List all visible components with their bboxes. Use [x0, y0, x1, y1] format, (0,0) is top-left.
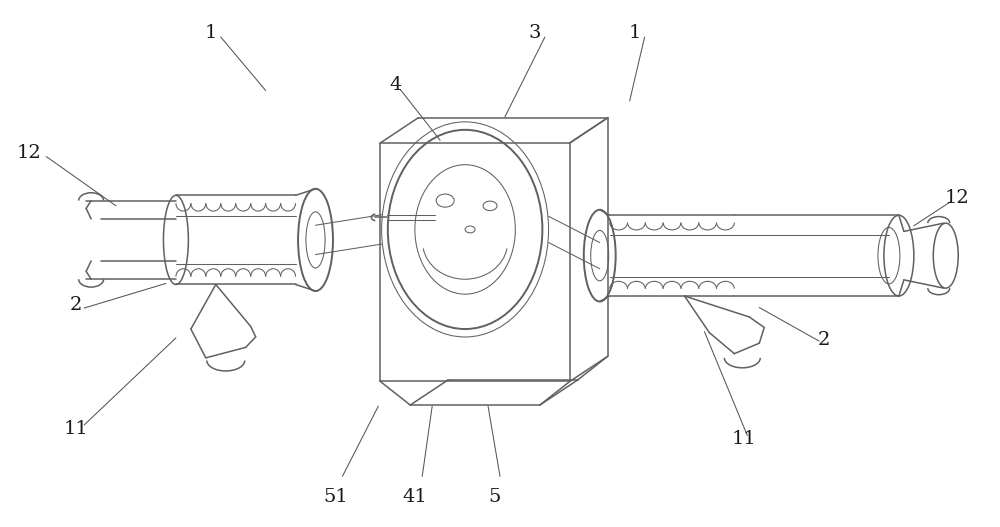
- Text: 41: 41: [403, 488, 428, 506]
- Text: 12: 12: [944, 189, 969, 207]
- Text: 1: 1: [628, 24, 641, 42]
- Text: 3: 3: [529, 24, 541, 42]
- Text: 12: 12: [17, 144, 42, 162]
- Text: 51: 51: [323, 488, 348, 506]
- Text: 1: 1: [205, 24, 217, 42]
- Text: 11: 11: [64, 419, 89, 437]
- Text: 2: 2: [818, 330, 830, 348]
- Text: 4: 4: [389, 76, 401, 94]
- Text: 2: 2: [70, 297, 82, 315]
- Text: 5: 5: [489, 488, 501, 506]
- Text: 11: 11: [732, 430, 757, 448]
